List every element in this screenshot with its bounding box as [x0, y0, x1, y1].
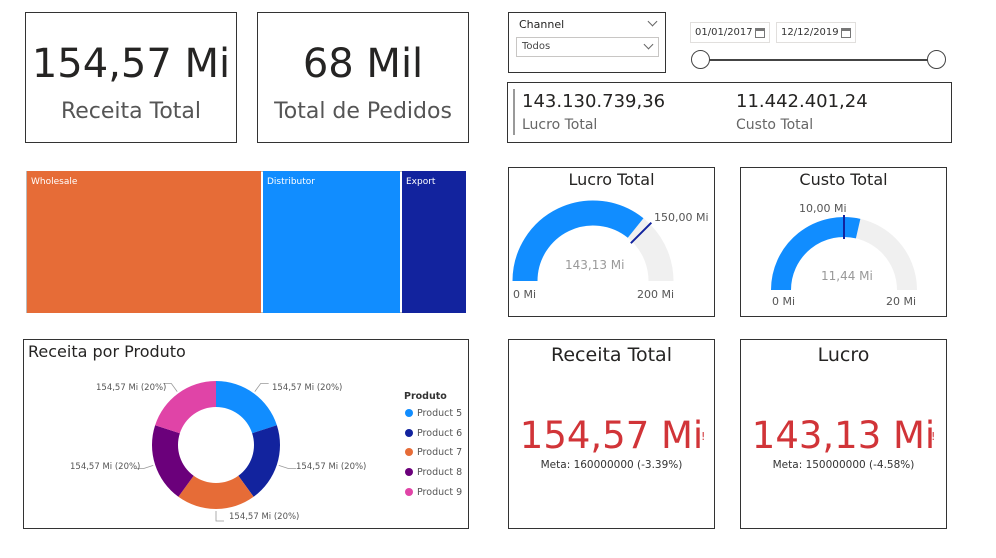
gauge-min-label: 0 Mi: [513, 288, 537, 301]
receita-kpi-card[interactable]: Receita Total 154,57 Mi ! Meta: 16000000…: [508, 339, 715, 529]
legend-label: Product 6: [417, 428, 463, 439]
gauge-value-label: 143,13 Mi: [565, 258, 625, 272]
legend-item-product-5[interactable]: Product 5: [405, 408, 462, 419]
calendar-icon[interactable]: [841, 28, 851, 38]
legend-dot-icon: [405, 468, 413, 476]
treemap-cell-wholesale[interactable]: Wholesale: [27, 171, 261, 313]
receita-por-produto-card[interactable]: Receita por Produto: [23, 339, 469, 529]
treemap-label: Wholesale: [31, 177, 78, 187]
treemap-label: Distributor: [267, 177, 316, 187]
end-date-text: 12/12/2019: [781, 27, 839, 38]
legend-label: Product 7: [417, 447, 463, 458]
start-date-text: 01/01/2017: [695, 27, 753, 38]
legend-dot-icon: [405, 448, 413, 456]
end-date-input[interactable]: 12/12/2019: [776, 22, 856, 43]
legend-dot-icon: [405, 429, 413, 437]
kpi-card-title: Receita Total: [551, 344, 672, 366]
legend-label: Product 9: [417, 487, 463, 498]
receita-total-card[interactable]: 154,57 Mi Receita Total: [25, 12, 237, 143]
treemap-cell-distributor[interactable]: Distributor: [263, 171, 400, 313]
kpi-card-goal: Meta: 160000000 (-3.39%): [540, 459, 683, 471]
lucro-total-label: Lucro Total: [522, 117, 598, 133]
collapse-chevron-icon[interactable]: [647, 16, 658, 27]
legend-title: Produto: [404, 391, 447, 402]
lucro-gauge-card[interactable]: Lucro Total 143,13 Mi 150,00 Mi 0 Mi 200…: [508, 167, 715, 317]
donut-slice-label: 154,57 Mi (20%): [96, 383, 167, 393]
donut-slice-label: 154,57 Mi (20%): [229, 512, 300, 522]
donut-title: Receita por Produto: [28, 342, 186, 361]
legend-label: Product 8: [417, 467, 463, 478]
gauge-title: Custo Total: [799, 170, 888, 189]
channel-selected-value: Todos: [522, 41, 551, 52]
channel-slicer-title: Channel: [519, 18, 565, 31]
gauge-value-label: 11,44 Mi: [821, 269, 873, 283]
multi-row-card[interactable]: 143.130.739,36 Lucro Total 11.442.401,24…: [507, 82, 952, 143]
legend-item-product-8[interactable]: Product 8: [405, 467, 462, 478]
lucro-gauge: [512, 200, 674, 282]
legend-dot-icon: [405, 409, 413, 417]
treemap-cell-export[interactable]: Export: [402, 171, 466, 313]
gauge-target-label: 150,00 Mi: [654, 211, 709, 224]
gauge-min-label: 0 Mi: [772, 295, 796, 308]
custo-gauge-card[interactable]: Custo Total 11,44 Mi 10,00 Mi 0 Mi 20 Mi: [740, 167, 947, 317]
gauge-value-arc: [512, 200, 644, 282]
donut-slice-label: 154,57 Mi (20%): [272, 383, 343, 393]
alert-icon: !: [931, 430, 936, 443]
channel-slicer: Channel Todos: [508, 12, 666, 73]
gauge-max-label: 200 Mi: [637, 288, 675, 301]
total-pedidos-card[interactable]: 68 Mil Total de Pedidos: [257, 12, 469, 143]
calendar-icon[interactable]: [755, 28, 765, 38]
date-slider-track[interactable]: [700, 59, 938, 61]
date-slider-start-handle[interactable]: [691, 50, 710, 69]
custo-gauge: [771, 215, 917, 291]
donut-slice-label: 154,57 Mi (20%): [70, 462, 141, 472]
legend-item-product-9[interactable]: Product 9: [405, 487, 462, 498]
kpi-card-title: Lucro: [817, 344, 870, 366]
custo-total-label: Custo Total: [736, 117, 814, 133]
date-slider-end-handle[interactable]: [927, 50, 946, 69]
receita-total-value: 154,57 Mi: [31, 41, 231, 87]
kpi-card-value: 143,13 Mi: [751, 414, 936, 457]
total-pedidos-value: 68 Mil: [302, 41, 424, 87]
treemap-label: Export: [406, 177, 436, 187]
receita-total-label: Receita Total: [60, 99, 202, 124]
channel-dropdown[interactable]: Todos: [516, 37, 659, 57]
lucro-total-value: 143.130.739,36: [522, 91, 666, 112]
legend-item-product-7[interactable]: Product 7: [405, 447, 462, 458]
legend-item-product-6[interactable]: Product 6: [405, 428, 462, 439]
donut-slice-label: 154,57 Mi (20%): [296, 462, 367, 472]
kpi-card-value: 154,57 Mi: [519, 414, 704, 457]
custo-total-value: 11.442.401,24: [736, 91, 868, 112]
chevron-down-icon: [643, 39, 654, 50]
gauge-target-label: 10,00 Mi: [799, 202, 847, 215]
total-pedidos-label: Total de Pedidos: [274, 99, 452, 124]
legend-label: Product 5: [417, 408, 463, 419]
lucro-kpi-card[interactable]: Lucro 143,13 Mi ! Meta: 150000000 (-4.58…: [740, 339, 947, 529]
legend-dot-icon: [405, 488, 413, 496]
kpi-card-goal: Meta: 150000000 (-4.58%): [772, 459, 915, 471]
gauge-max-label: 20 Mi: [886, 295, 917, 308]
gauge-title: Lucro Total: [568, 170, 655, 189]
alert-icon: !: [701, 430, 706, 443]
start-date-input[interactable]: 01/01/2017: [690, 22, 770, 43]
gauge-target-marker: [630, 221, 653, 244]
row-accent-bar: [513, 89, 515, 135]
